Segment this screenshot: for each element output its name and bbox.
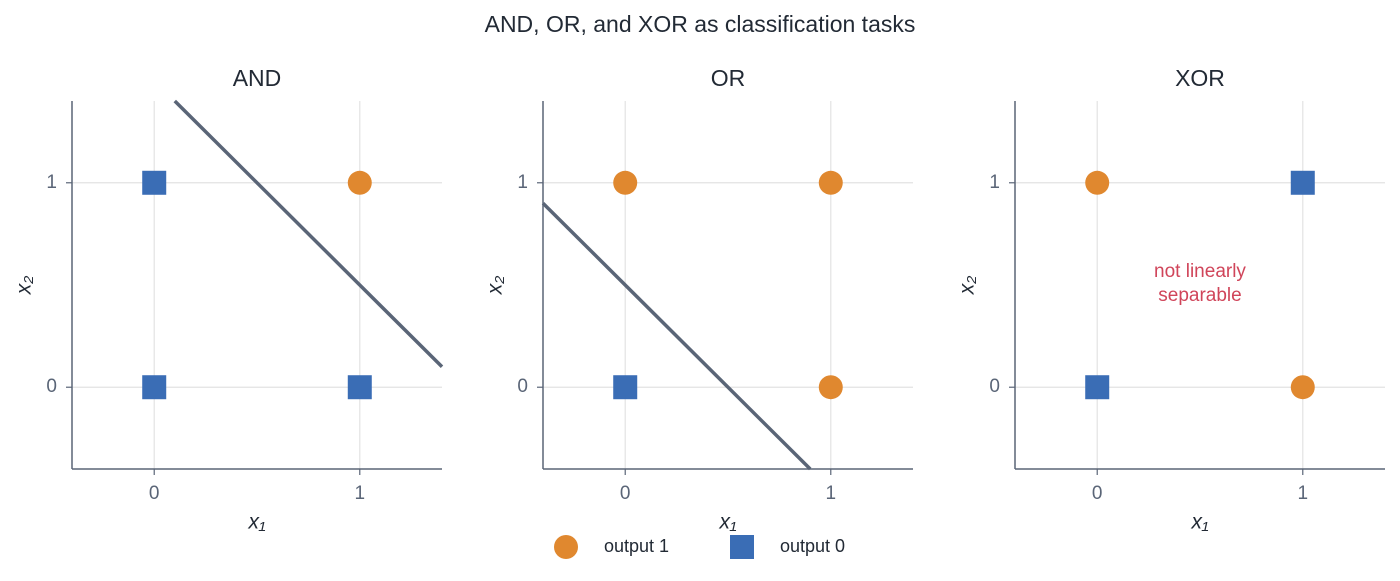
x-tick-label: 1 bbox=[825, 483, 836, 504]
y-tick-label: 1 bbox=[989, 172, 1000, 193]
point bbox=[818, 170, 843, 195]
point bbox=[1290, 375, 1315, 400]
point bbox=[142, 375, 167, 400]
legend-marker bbox=[554, 535, 578, 559]
point bbox=[613, 170, 638, 195]
annotation: separable bbox=[1158, 285, 1241, 306]
panel-title: XOR bbox=[1175, 65, 1225, 91]
x-axis-label: x₁ bbox=[247, 511, 266, 534]
point bbox=[142, 170, 167, 195]
point bbox=[1085, 170, 1110, 195]
y-axis-label: x₂ bbox=[484, 276, 507, 296]
decision-boundary bbox=[541, 201, 812, 471]
x-tick-label: 0 bbox=[149, 483, 160, 504]
point bbox=[347, 375, 372, 400]
legend-marker bbox=[730, 535, 754, 559]
x-axis-label: x₁ bbox=[718, 511, 737, 534]
y-axis-label: x₂ bbox=[13, 276, 36, 296]
legend-label: output 1 bbox=[604, 536, 669, 556]
y-tick-label: 1 bbox=[46, 172, 57, 193]
x-tick-label: 0 bbox=[1092, 483, 1103, 504]
y-tick-label: 0 bbox=[517, 376, 528, 397]
y-tick-label: 1 bbox=[517, 172, 528, 193]
decision-boundary bbox=[173, 99, 444, 369]
panel-title: AND bbox=[233, 65, 282, 91]
point bbox=[613, 375, 638, 400]
point bbox=[347, 170, 372, 195]
legend-label: output 0 bbox=[780, 536, 845, 556]
x-axis-label: x₁ bbox=[1190, 511, 1209, 534]
point bbox=[818, 375, 843, 400]
point bbox=[1085, 375, 1110, 400]
figure-title: AND, OR, and XOR as classification tasks bbox=[485, 11, 916, 37]
annotation: not linearly bbox=[1154, 261, 1246, 282]
y-tick-label: 0 bbox=[46, 376, 57, 397]
y-tick-label: 0 bbox=[989, 376, 1000, 397]
point bbox=[1290, 170, 1315, 195]
panel-title: OR bbox=[711, 65, 746, 91]
x-tick-label: 0 bbox=[620, 483, 631, 504]
x-tick-label: 1 bbox=[1297, 483, 1308, 504]
x-tick-label: 1 bbox=[354, 483, 365, 504]
y-axis-label: x₂ bbox=[956, 276, 979, 296]
